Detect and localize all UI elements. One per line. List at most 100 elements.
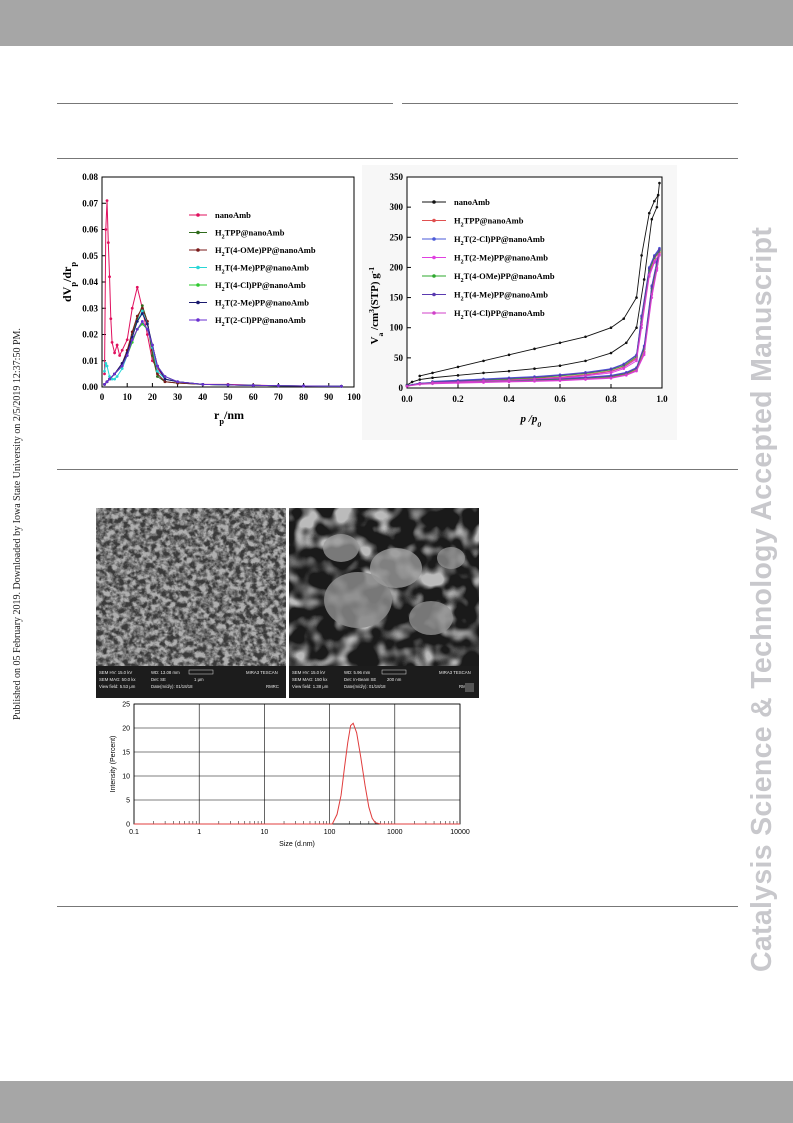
data-point [609,351,613,355]
y-axis-label: dVp/drp [60,262,78,302]
legend-marker [196,213,200,217]
y-tick-label: 0.06 [82,225,98,235]
y-tick-label: 0.08 [82,172,98,182]
data-point [109,317,113,321]
data-point [431,371,434,375]
x-tick-label: 40 [198,392,208,402]
data-point [251,384,255,387]
y-tick-label: 150 [390,293,404,303]
data-point [533,367,536,371]
journal-watermark: Catalysis Science & Technology Accepted … [742,150,782,972]
legend-label: H2T(2-Cl)PP@nanoAmb [454,234,545,247]
y-tick-label: 0 [126,822,130,829]
y-tick-label: 10 [122,774,130,781]
sem-right-info-3a: View field: 1.38 μm [292,684,329,689]
data-point [156,372,159,376]
x-tick-label: 0.0 [401,394,413,404]
sem-left-info-1a: SEM HV: 15.0 kV [99,670,132,675]
data-point [104,228,108,231]
data-point [635,326,638,330]
data-point [135,314,139,318]
data-point [110,340,114,344]
sem-right-info-1c: MIRA3 TESCAN [439,670,471,675]
data-point [609,376,613,380]
x-tick-label: 0.8 [605,394,617,404]
data-point [103,372,106,376]
data-point [340,384,343,388]
data-point [650,285,654,289]
x-tick-label: 0.4 [503,394,515,404]
data-point [584,377,587,381]
legend-label: H2TPP@nanoAmb [454,216,524,229]
x-tick-label: 80 [299,392,309,402]
data-point [655,205,659,209]
sem-left-info-3b: Date(m/d/y): 01/18/18 [151,684,193,689]
legend-label: H2T(4-Cl)PP@nanoAmb [215,280,306,293]
legend-marker [196,300,200,305]
y-tick-label: 200 [390,262,404,272]
data-point [658,181,661,185]
data-point [533,377,536,381]
x-axis-label: Size (d.nm) [279,841,315,848]
x-tick-label: 30 [173,392,183,402]
data-point [140,309,144,313]
data-point [145,333,149,336]
data-point [405,384,409,388]
legend-label: H2TPP@nanoAmb [215,228,285,241]
publication-note: Published on 05 February 2019. Downloade… [12,300,26,720]
data-point [108,375,111,378]
data-point [558,364,562,367]
legend-marker [432,200,436,204]
legend-marker [432,292,436,297]
data-point [635,357,638,361]
data-point [622,366,626,369]
data-point [106,241,110,245]
series-line [104,320,342,387]
data-point [145,327,149,331]
data-point [410,380,414,384]
data-point [104,361,108,365]
data-point [108,377,111,381]
y-tick-label: 350 [390,172,404,182]
data-point [625,373,628,377]
y-tick-label: 0.01 [82,356,98,366]
data-point [418,378,422,381]
y-tick-label: 300 [390,202,404,212]
sem-right-scale: 200 nm [387,677,402,682]
legend-label: H2T(2-Me)PP@nanoAmb [215,298,309,311]
data-point [507,378,511,382]
data-point [120,367,124,371]
data-point [163,377,167,381]
x-tick-label: 90 [324,392,334,402]
data-point [609,374,613,378]
data-point [653,199,656,203]
x-tick-label: 50 [224,392,234,402]
data-point [110,377,114,381]
data-point [622,363,626,366]
y-tick-label: 0.04 [82,277,98,287]
y-tick-label: 20 [122,726,130,733]
sem-right-info-3b: Date(m/d/y): 01/18/18 [344,684,386,689]
x-tick-label: 0.2 [452,394,464,404]
data-point [558,374,562,377]
rule [57,906,738,907]
data-point [418,374,422,378]
x-tick-label: 10 [261,829,269,836]
data-point [201,382,205,386]
data-point [533,375,536,379]
data-point [140,306,144,310]
data-point [558,376,562,380]
data-point [482,371,485,375]
sem-right-info-2b: Det: In-Beam SE [344,677,376,682]
data-point [105,380,109,384]
legend-marker [196,283,200,287]
data-point [156,369,159,373]
sem-left-info-2a: SEM MAG: 50.0 kx [99,677,136,682]
legend-label: H2T(4-Cl)PP@nanoAmb [454,308,545,321]
series-line [104,307,342,387]
y-tick-label: 0.05 [82,251,98,261]
data-point [145,322,149,326]
rule [57,158,738,159]
publication-note-text: Published on 05 February 2019. Downloade… [12,328,23,720]
sem-images: SEM HV: 15.0 kV WD: 13.08 mm MIRA3 TESCA… [96,508,479,698]
